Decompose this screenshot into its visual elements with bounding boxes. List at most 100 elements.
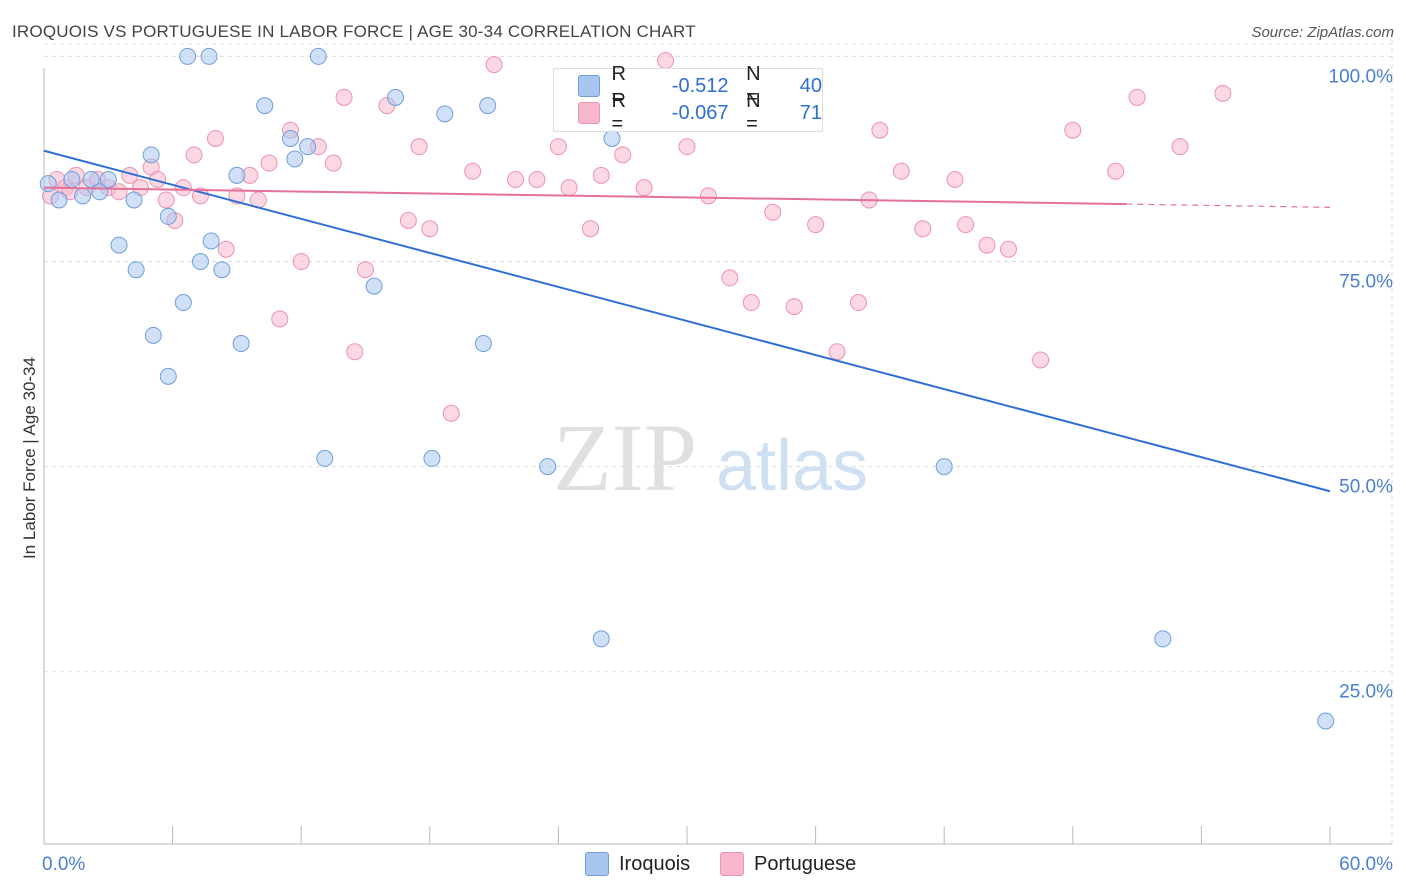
iroquois-point <box>316 449 334 467</box>
portuguese-point <box>1000 240 1017 258</box>
iroquois-point <box>479 97 497 115</box>
portuguese-point <box>346 343 364 361</box>
r-label: R = <box>611 90 626 135</box>
iroquois-point <box>474 335 492 353</box>
iroquois-point <box>39 175 57 193</box>
iroquois-point <box>299 138 317 156</box>
n-value-portuguese: 71 <box>799 101 822 124</box>
iroquois-trendline <box>43 149 1331 493</box>
n-value-iroquois: 40 <box>799 74 822 97</box>
portuguese-point <box>849 294 867 312</box>
portuguese-trendline <box>43 186 1127 206</box>
portuguese-point <box>399 211 417 229</box>
portuguese-point <box>892 162 910 180</box>
labels-layer: 100.0% 75.0% 50.0% 25.0% 0.0% 60.0% <box>42 66 1393 875</box>
portuguese-point <box>335 88 353 106</box>
iroquois-point <box>159 207 177 225</box>
portuguese-point <box>1171 138 1189 156</box>
x-tick-label: 60.0% <box>1339 854 1393 875</box>
y-tick-label: 50.0% <box>1339 477 1393 498</box>
iroquois-point <box>110 236 128 254</box>
legend-label-iroquois: Iroquois <box>619 852 691 875</box>
portuguese-point <box>699 187 717 205</box>
portuguese-point <box>978 236 996 254</box>
iroquois-point <box>935 458 953 476</box>
portuguese-point <box>421 220 439 238</box>
portuguese-point <box>357 261 374 279</box>
portuguese-point <box>1214 84 1232 102</box>
portuguese-point <box>1128 88 1146 106</box>
iroquois-point <box>74 187 92 205</box>
portuguese-point <box>157 191 175 209</box>
portuguese-point <box>442 404 460 422</box>
points-layer <box>39 47 1335 730</box>
portuguese-point <box>185 146 203 164</box>
portuguese-point <box>206 129 224 147</box>
legend-item-portuguese: Portuguese <box>720 852 856 876</box>
portuguese-point <box>764 203 782 221</box>
watermark: ZIP atlas <box>553 404 868 511</box>
portuguese-point <box>657 52 675 70</box>
legend-row-iroquois: R = -0.512 N = 40 <box>578 63 822 108</box>
iroquois-point <box>232 335 250 353</box>
portuguese-point <box>807 216 825 234</box>
portuguese-point <box>464 162 482 180</box>
iroquois-point <box>127 261 145 279</box>
iroquois-point <box>1317 712 1335 730</box>
portuguese-point <box>785 298 803 316</box>
legend-swatch-iroquois <box>578 75 600 97</box>
portuguese-point <box>721 269 739 287</box>
portuguese-point <box>271 310 289 328</box>
legend-item-iroquois: Iroquois <box>585 852 690 876</box>
portuguese-point <box>560 179 578 197</box>
iroquois-point <box>309 47 327 65</box>
legend-swatch-portuguese <box>578 102 600 124</box>
iroquois-point <box>539 458 557 476</box>
portuguese-point <box>635 179 653 197</box>
y-tick-label: 25.0% <box>1339 682 1393 703</box>
portuguese-point <box>614 146 632 164</box>
iroquois-point <box>423 449 441 467</box>
watermark-zip: ZIP <box>553 404 697 511</box>
y-tick-label: 75.0% <box>1339 272 1393 293</box>
r-value-portuguese: -0.067 <box>671 101 729 124</box>
iroquois-point <box>144 326 162 344</box>
iroquois-point <box>213 261 231 279</box>
legend-row-portuguese: R = -0.067 N = 71 <box>578 90 822 135</box>
legend-swatch-portuguese <box>720 852 744 876</box>
portuguese-point <box>410 138 428 156</box>
iroquois-point <box>159 367 177 385</box>
portuguese-point <box>485 56 503 74</box>
iroquois-point <box>202 232 220 250</box>
portuguese-point <box>946 170 964 188</box>
iroquois-point <box>281 129 299 147</box>
portuguese-point <box>528 170 546 188</box>
chart-source: Source: ZipAtlas.com <box>1251 24 1394 41</box>
iroquois-point <box>1154 630 1172 648</box>
iroquois-point <box>125 191 143 209</box>
iroquois-point <box>365 277 383 295</box>
portuguese-point <box>292 253 310 271</box>
iroquois-point <box>436 105 454 123</box>
portuguese-point <box>871 121 889 139</box>
n-label: N = <box>746 90 761 135</box>
iroquois-point <box>387 88 405 106</box>
series-legend: Iroquois Portuguese <box>0 852 1406 878</box>
iroquois-point <box>286 150 304 168</box>
portuguese-point <box>1064 121 1082 139</box>
y-axis-label: In Labor Force | Age 30-34 <box>20 357 39 559</box>
n-label: N = <box>746 63 761 108</box>
portuguese-point <box>1032 351 1050 369</box>
portuguese-point <box>582 220 600 238</box>
portuguese-point <box>549 138 567 156</box>
iroquois-point <box>174 294 192 312</box>
trend-layer <box>43 149 1331 493</box>
portuguese-point <box>678 138 696 156</box>
iroquois-point <box>592 630 610 648</box>
x-tick-label: 0.0% <box>42 854 85 875</box>
legend-swatch-iroquois <box>585 852 609 876</box>
portuguese-point <box>592 166 610 184</box>
portuguese-point <box>742 294 760 312</box>
portuguese-trendline-extension <box>1126 203 1331 208</box>
